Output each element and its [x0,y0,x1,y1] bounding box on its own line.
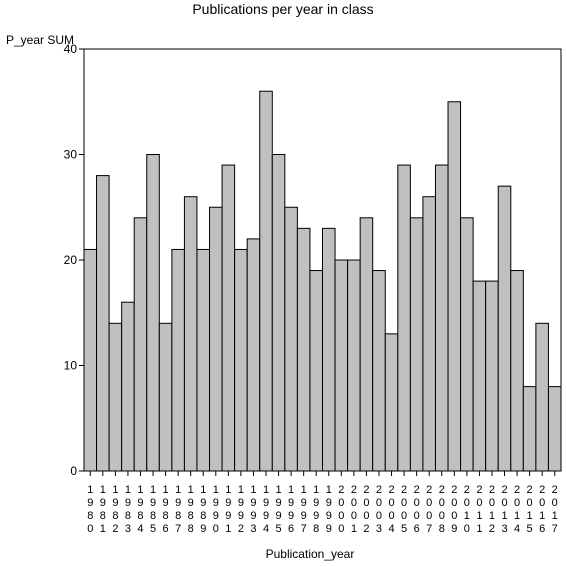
bar-2002 [359,217,374,472]
bar-1993 [246,238,261,472]
bar-1983 [121,301,135,472]
bar-2008 [434,164,449,472]
bar-2017 [547,386,562,472]
bar-2015 [522,386,537,472]
bar-1985 [146,154,160,472]
bar-1982 [108,322,123,472]
y-axis: 0 10 20 30 40 [64,42,84,478]
bar-1992 [234,248,248,472]
bar-1997 [296,227,311,472]
bar-1989 [196,248,211,472]
bar-1994 [259,90,273,472]
bar-1984 [133,217,148,472]
bar-2009 [447,101,462,472]
x-axis-label: Publication_year [266,547,355,561]
bar-1995 [271,154,286,472]
y-tick-label: 30 [64,148,78,162]
bar-1980 [83,248,98,472]
bar-1988 [183,196,198,472]
bar-2016 [535,322,549,472]
bar-1998 [309,270,324,472]
bar-2004 [384,333,399,472]
bar-1990 [209,206,223,472]
bar-2013 [497,185,512,472]
y-tick-label: 40 [64,42,78,56]
bars-group [83,90,562,472]
bar-2003 [372,270,386,472]
y-tick-label: 0 [70,464,77,478]
bar-2014 [510,270,524,472]
y-tick-label: 20 [64,253,78,267]
bar-1981 [96,175,110,472]
bar-2012 [485,280,499,472]
bar-1987 [171,248,185,472]
bar-2000 [334,259,349,472]
bar-1999 [322,227,336,472]
y-tick-label: 10 [64,359,78,373]
bar-2011 [472,280,487,472]
bar-2010 [460,217,474,472]
x-tick-labels: 1 9 8 0 1 9 8 1 1 9 8 2 1 9 8 3 1 9 8 4 1 9 8 5 1 9 8 6 1 9 8 7 1 9 8 8 1 9 8 9… [87,471,558,535]
y-axis-label: P_year SUM [6,33,74,47]
bar-1986 [158,322,173,472]
bar-1996 [284,206,298,472]
bar-2006 [409,217,424,472]
bar-1991 [221,164,236,472]
chart-title: Publications per year in class [192,1,373,17]
bar-2005 [397,164,411,472]
bar-2001 [347,259,361,472]
bar-2007 [422,196,436,472]
